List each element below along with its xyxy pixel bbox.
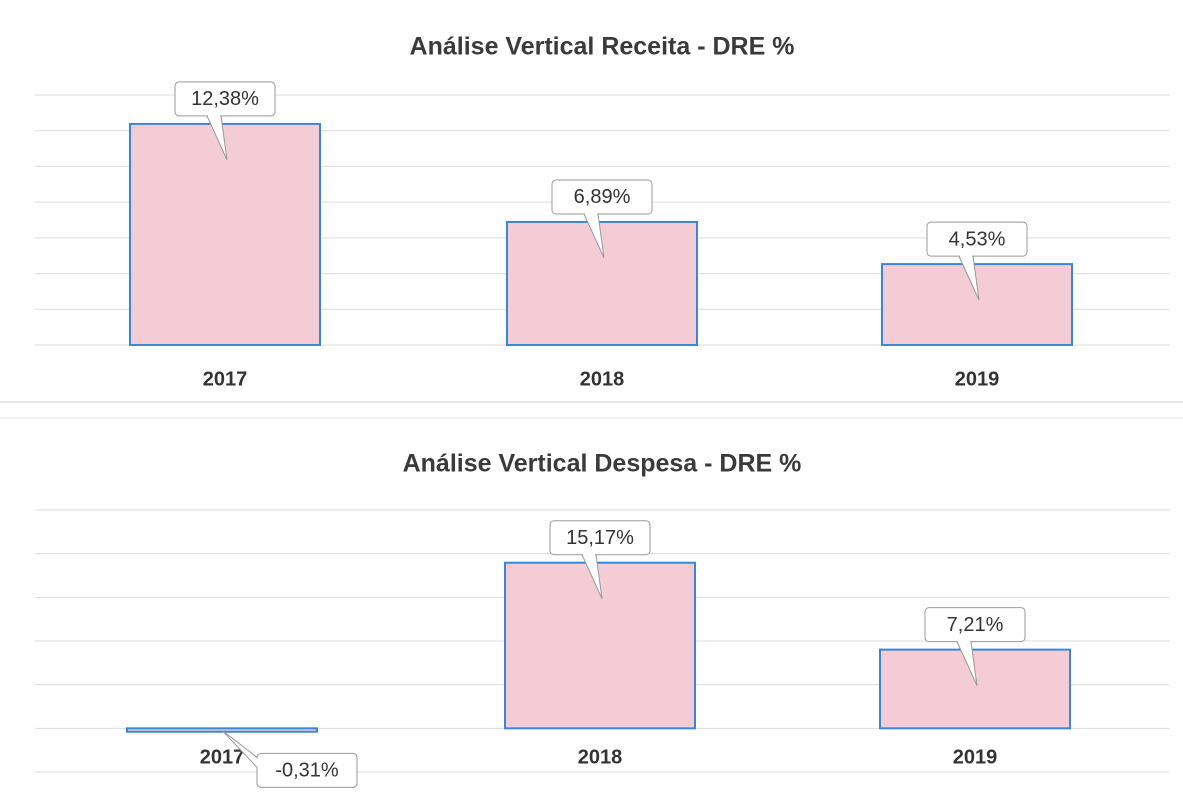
data-label: 7,21% (947, 614, 1004, 636)
data-label: 6,89% (574, 186, 631, 208)
bar (126, 727, 318, 733)
x-tick-label: 2018 (580, 368, 625, 390)
bar (129, 122, 321, 346)
callout-box (551, 179, 653, 215)
data-label: -0,31% (275, 760, 339, 782)
callout-box (924, 607, 1026, 643)
x-tick-label: 2017 (203, 368, 248, 390)
chart-title: Análise Vertical Receita - DRE % (410, 33, 795, 61)
chart-title: Análise Vertical Despesa - DRE % (403, 450, 802, 478)
x-tick-label: 2019 (955, 368, 1000, 390)
x-tick-label: 2018 (578, 746, 623, 768)
callout-box (926, 221, 1028, 257)
x-tick-label: 2017 (200, 746, 245, 768)
data-label: 15,17% (566, 527, 634, 549)
callout-box (549, 520, 651, 556)
data-label: 12,38% (191, 88, 259, 110)
bar (881, 263, 1073, 347)
callout-box (256, 752, 358, 788)
x-tick-label: 2019 (953, 746, 998, 768)
callout-box (174, 81, 276, 117)
bar (879, 648, 1071, 730)
data-label: 4,53% (949, 228, 1006, 250)
